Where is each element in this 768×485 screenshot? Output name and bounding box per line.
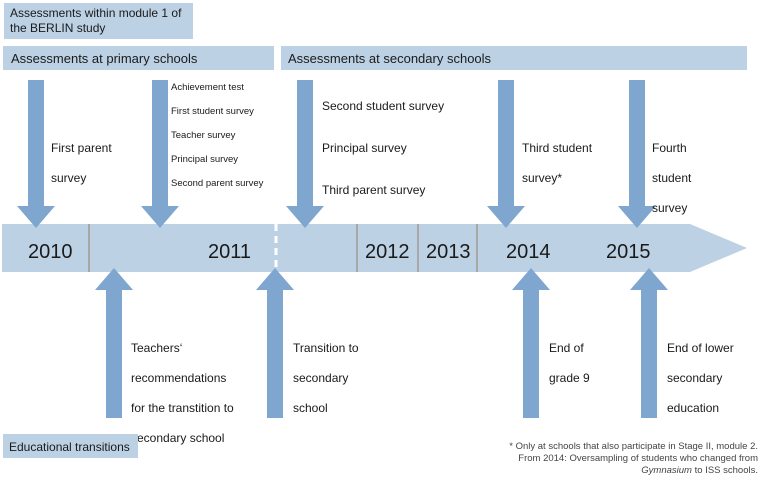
transition-recommendation: Teachers‘ recommendations for the transt… bbox=[131, 341, 234, 445]
transition-lower-secondary: End of lower secondary education bbox=[667, 341, 734, 415]
assessment-2012: Second student survey Principal survey T… bbox=[322, 99, 445, 197]
year-2013: 2013 bbox=[426, 241, 471, 263]
down-arrow bbox=[286, 80, 324, 228]
footnote: * Only at schools that also participate … bbox=[509, 441, 758, 476]
down-arrow bbox=[487, 80, 525, 228]
primary-schools-band: Assessments at primary schools bbox=[3, 46, 274, 70]
down-arrow bbox=[141, 80, 179, 228]
up-arrow bbox=[512, 268, 550, 418]
up-arrow bbox=[95, 268, 133, 418]
transitions-label: Educational transitions bbox=[9, 440, 130, 454]
primary-schools-label: Assessments at primary schools bbox=[11, 51, 198, 66]
assessment-2011: Achievement test First student survey Te… bbox=[171, 82, 264, 189]
assessment-2015: Fourth student survey bbox=[652, 141, 692, 215]
assessment-2010: First parent survey bbox=[51, 141, 112, 185]
year-2011: 2011 bbox=[208, 241, 252, 263]
secondary-schools-band: Assessments at secondary schools bbox=[281, 46, 747, 70]
year-2012: 2012 bbox=[365, 241, 410, 263]
up-arrow bbox=[256, 268, 294, 418]
transition-grade9: End of grade 9 bbox=[549, 341, 590, 385]
timeline-arrow bbox=[2, 224, 747, 272]
transition-secondary: Transition to secondary school bbox=[293, 341, 359, 415]
year-2014: 2014 bbox=[506, 241, 551, 263]
down-arrow bbox=[618, 80, 656, 228]
title-box: Assessments within module 1 of the BERLI… bbox=[4, 3, 193, 39]
year-2015: 2015 bbox=[606, 241, 651, 263]
assessment-2014: Third student survey* bbox=[522, 141, 593, 185]
transitions-box: Educational transitions bbox=[3, 434, 138, 458]
secondary-schools-label: Assessments at secondary schools bbox=[288, 51, 492, 66]
year-2010: 2010 bbox=[28, 241, 73, 263]
diagram-title: Assessments within module 1 of the BERLI… bbox=[10, 6, 182, 35]
down-arrow bbox=[17, 80, 55, 228]
up-arrow bbox=[630, 268, 668, 418]
